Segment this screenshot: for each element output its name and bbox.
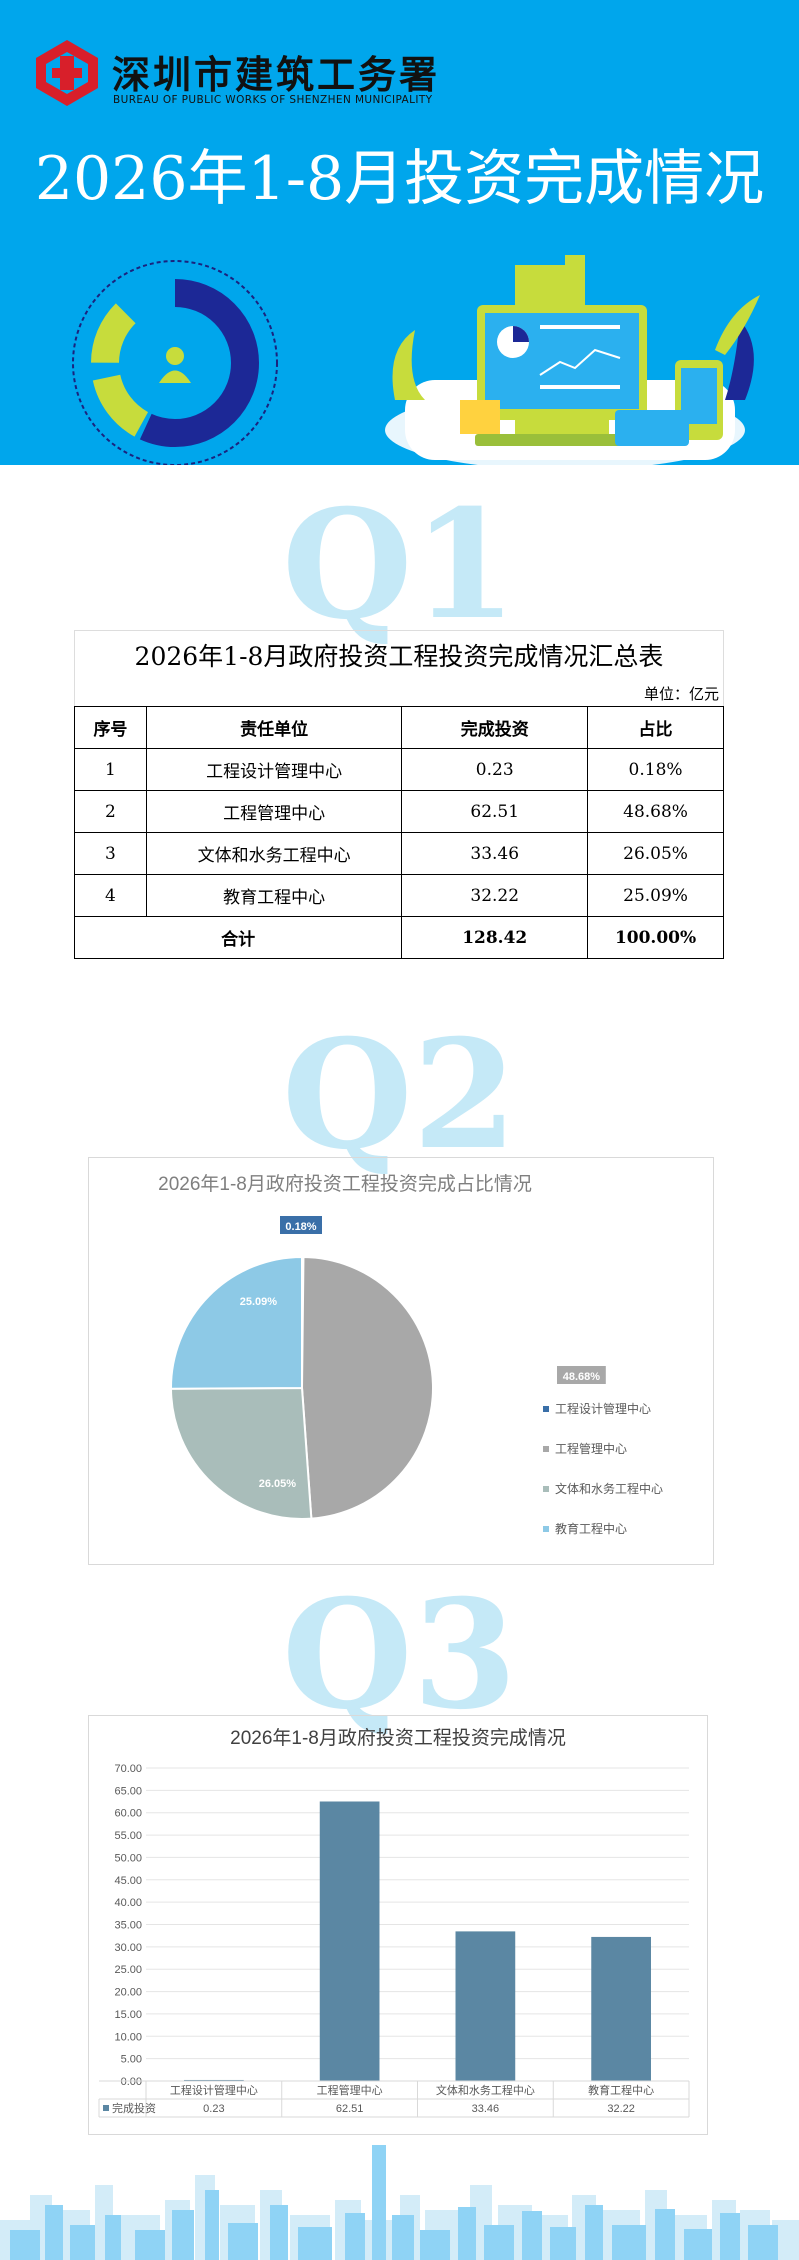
bar <box>319 1801 380 2081</box>
org-name-en: BUREAU OF PUBLIC WORKS OF SHENZHEN MUNIC… <box>113 94 433 106</box>
cell-unit: 工程设计管理中心 <box>145 748 403 791</box>
bar <box>184 2079 244 2081</box>
table-row: 1 工程设计管理中心 0.23 0.18% <box>74 748 724 791</box>
summary-table: 2026年1-8月政府投资工程投资完成情况汇总表 单位：亿元 序号 责任单位 完… <box>73 630 724 959</box>
bar <box>591 1936 651 2081</box>
series-legend-label: 完成投资 <box>112 2101 156 2115</box>
y-tick-label: 55.00 <box>114 1830 142 1842</box>
table-total-row: 合计 128.42 100.00% <box>73 916 724 959</box>
x-category-label: 教育工程中心 <box>588 2083 654 2097</box>
y-tick-label: 40.00 <box>114 1897 142 1909</box>
section-q3-label: Q3 <box>281 1567 518 1743</box>
pie-data-label: 26.05% <box>259 1478 297 1490</box>
pie-chart: 2026年1-8月政府投资工程投资完成占比情况 0.18% 48.68% 26.05%… <box>158 1173 663 1536</box>
total-label: 合计 <box>73 916 403 959</box>
x-category-label: 工程设计管理中心 <box>170 2083 258 2097</box>
section-q2-label: Q2 <box>281 1007 518 1183</box>
bureau-logo-icon <box>36 40 98 106</box>
cell-no: 1 <box>74 748 147 791</box>
y-tick-label: 65.00 <box>114 1785 142 1797</box>
table-title: 2026年1-8月政府投资工程投资完成情况汇总表 <box>74 630 724 682</box>
computer-illustration <box>385 255 760 465</box>
pie-slice <box>169 1386 313 1520</box>
pie-data-label-bg <box>234 1291 283 1309</box>
legend-label: 工程设计管理中心 <box>555 1401 651 1416</box>
city-skyline-illustration <box>0 2145 799 2260</box>
legend-swatch <box>543 1406 549 1412</box>
org-name: 深圳市建筑工务署 <box>112 53 441 97</box>
header-banner: 深圳市建筑工务署 BUREAU OF PUBLIC WORKS OF SHENZ… <box>0 0 799 465</box>
pie-chart-title: 2026年1-8月政府投资工程投资完成占比情况 <box>158 1173 532 1195</box>
cell-amount: 33.46 <box>401 832 589 875</box>
legend-label: 教育工程中心 <box>555 1521 627 1536</box>
y-tick-label: 60.00 <box>114 1808 142 1820</box>
legend-label: 文体和水务工程中心 <box>555 1481 663 1496</box>
col-header-share: 占比 <box>587 706 724 749</box>
pie-data-label-bg <box>280 1216 322 1234</box>
y-tick-label: 10.00 <box>114 2031 142 2043</box>
bar-chart-title: 2026年1-8月政府投资工程投资完成情况 <box>230 1727 566 1749</box>
cell-amount: 0.23 <box>401 748 589 791</box>
table-unit: 单位：亿元 <box>74 682 724 706</box>
x-category-label: 工程管理中心 <box>317 2083 383 2097</box>
table-row: 4 教育工程中心 32.22 25.09% <box>74 874 724 917</box>
y-tick-label: 0.00 <box>121 2076 142 2088</box>
total-share: 100.00% <box>587 916 724 959</box>
cell-no: 2 <box>74 790 147 833</box>
donut-user-illustration <box>72 260 278 465</box>
page-title: 2026年1-8月投资完成情况 <box>34 144 765 214</box>
y-tick-label: 70.00 <box>114 1763 142 1775</box>
pie-data-label: 0.18% <box>285 1221 316 1233</box>
cell-unit: 教育工程中心 <box>145 874 403 917</box>
cell-unit: 工程管理中心 <box>145 790 403 833</box>
table-row: 2 工程管理中心 62.51 48.68% <box>74 790 724 833</box>
y-tick-label: 30.00 <box>114 1942 142 1954</box>
cell-unit: 文体和水务工程中心 <box>145 832 403 875</box>
pie-data-label: 25.09% <box>240 1296 278 1308</box>
cell-share: 25.09% <box>587 874 724 917</box>
cell-no: 4 <box>74 874 147 917</box>
y-tick-label: 25.00 <box>114 1964 142 1976</box>
legend-swatch <box>543 1486 549 1492</box>
col-header-amount: 完成投资 <box>401 706 589 749</box>
section-q1-label: Q1 <box>281 477 518 653</box>
y-tick-label: 15.00 <box>114 2009 142 2021</box>
cell-amount: 62.51 <box>401 790 589 833</box>
pie-data-label: 48.68% <box>563 1371 601 1383</box>
cell-no: 3 <box>74 832 147 875</box>
bar-chart-panel: 2026年1-8月政府投资工程投资完成情况 0.00 5.00 10.00 15.00 2… <box>88 1715 708 2135</box>
bar-chart: 2026年1-8月政府投资工程投资完成情况 0.00 5.00 10.00 15.00 2… <box>98 1727 690 2118</box>
pie-slice <box>300 1255 434 1520</box>
y-tick-label: 5.00 <box>121 2054 142 2066</box>
cell-share: 0.18% <box>587 748 724 791</box>
series-legend-swatch <box>103 2105 109 2111</box>
cell-amount: 32.22 <box>401 874 589 917</box>
y-tick-label: 20.00 <box>114 1987 142 1999</box>
table-header-row: 序号 责任单位 完成投资 占比 <box>74 706 724 749</box>
col-header-unit: 责任单位 <box>145 706 403 749</box>
legend-swatch <box>543 1446 549 1452</box>
y-tick-label: 35.00 <box>114 1920 142 1932</box>
col-header-no: 序号 <box>74 706 147 749</box>
data-table: 序号 责任单位 完成投资 占比 1 工程设计管理中心 0.23 0.18% 2 … <box>73 706 724 959</box>
legend-label: 工程管理中心 <box>555 1441 627 1456</box>
pie-data-label-bg <box>557 1366 606 1384</box>
bar <box>455 1931 516 2081</box>
pie-chart-panel: 2026年1-8月政府投资工程投资完成占比情况 0.18% 48.68% 26.05%… <box>88 1157 714 1565</box>
pie-slice <box>170 1255 303 1390</box>
cell-share: 26.05% <box>587 832 724 875</box>
y-tick-label: 45.00 <box>114 1875 142 1887</box>
data-table-value: 0.23 <box>203 2103 224 2115</box>
legend-swatch <box>543 1526 549 1532</box>
y-tick-label: 50.00 <box>114 1852 142 1864</box>
pie-data-label-bg <box>253 1473 302 1491</box>
x-category-label: 文体和水务工程中心 <box>436 2083 535 2097</box>
table-row: 3 文体和水务工程中心 33.46 26.05% <box>74 832 724 875</box>
cell-share: 48.68% <box>587 790 724 833</box>
data-table-value: 32.22 <box>607 2103 635 2115</box>
total-amount: 128.42 <box>401 916 589 959</box>
data-table-value: 33.46 <box>472 2103 500 2115</box>
data-table-value: 62.51 <box>336 2103 364 2115</box>
